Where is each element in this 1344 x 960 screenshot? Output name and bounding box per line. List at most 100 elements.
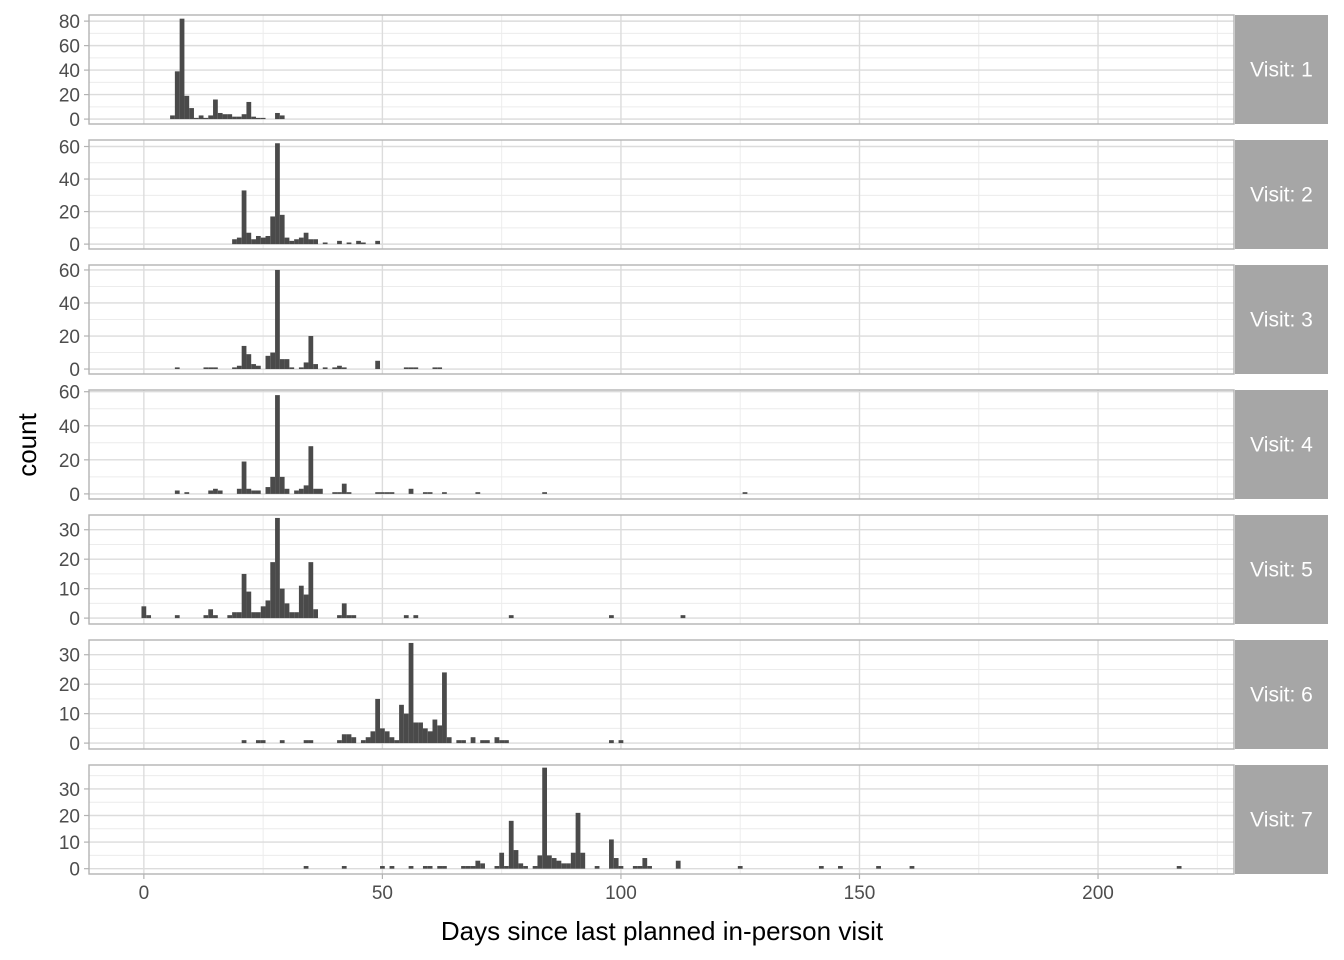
y-tick-label: 10 — [59, 580, 80, 601]
histogram-bar — [227, 114, 233, 120]
histogram-bar — [375, 360, 381, 370]
histogram-bar — [141, 606, 147, 619]
histogram-bar — [294, 239, 299, 245]
facet-strip — [1235, 640, 1328, 749]
facet-strip-label: Visit: 7 — [1250, 809, 1313, 832]
histogram-bar — [818, 866, 824, 869]
histogram-bar — [341, 367, 347, 370]
facet-strip-label: Visit: 2 — [1250, 184, 1313, 207]
facet-strip-label: Visit: 3 — [1250, 309, 1313, 332]
histogram-bar — [494, 737, 500, 744]
histogram-bar — [465, 866, 471, 869]
histogram-bar — [351, 615, 357, 619]
histogram-bar — [556, 860, 562, 869]
histogram-bar — [241, 114, 247, 120]
histogram-bar — [475, 860, 481, 869]
histogram-bar — [413, 722, 419, 744]
histogram-bar — [236, 612, 242, 619]
histogram-bar — [298, 367, 304, 370]
histogram-bar — [217, 112, 223, 120]
histogram-bar — [260, 117, 266, 120]
histogram-bar — [313, 609, 318, 619]
histogram-bar — [337, 240, 342, 245]
histogram-bar — [394, 740, 400, 744]
facet-panel: 0 20 40 60 80 Visit: 1 — [59, 12, 1328, 131]
histogram-bar — [337, 492, 342, 494]
histogram-bar — [609, 740, 614, 744]
histogram-bar — [279, 588, 285, 619]
histogram-bar — [246, 488, 252, 494]
panel-border — [88, 639, 1235, 750]
histogram-bar — [298, 237, 304, 245]
histogram-bar — [270, 476, 276, 494]
histogram-bar — [308, 336, 314, 370]
histogram-bar — [251, 490, 256, 494]
histogram-bar — [217, 490, 223, 494]
histogram-bar — [380, 492, 385, 494]
y-tick-label: 0 — [69, 235, 80, 256]
facet-strip-label: Visit: 4 — [1250, 434, 1313, 457]
histogram-bar — [537, 855, 543, 869]
histogram-bar — [313, 488, 318, 494]
histogram-bar — [322, 367, 328, 370]
y-tick-label: 20 — [59, 550, 80, 571]
y-tick-label: 40 — [59, 294, 80, 315]
histogram-bar — [275, 112, 280, 120]
histogram-bar — [380, 866, 385, 869]
histogram-bar — [308, 239, 314, 245]
histogram-bar — [308, 562, 314, 619]
histogram-bar — [232, 239, 237, 245]
histogram-bar — [737, 866, 743, 869]
histogram-bar — [422, 866, 428, 869]
histogram-bar — [332, 492, 338, 494]
histogram-bar — [618, 740, 624, 744]
histogram-bar — [838, 866, 843, 869]
histogram-bar — [255, 740, 261, 744]
histogram-bar — [213, 615, 218, 619]
histogram-bar — [341, 603, 347, 619]
histogram-bar — [351, 737, 357, 744]
histogram-bar — [384, 731, 390, 744]
histogram-bar — [246, 354, 252, 370]
histogram-bar — [346, 615, 352, 619]
histogram-bar — [241, 573, 247, 619]
histogram-bar — [236, 365, 242, 370]
histogram-bar — [542, 767, 547, 869]
histogram-bar — [375, 240, 381, 245]
histogram-bar — [346, 734, 352, 744]
histogram-bar — [461, 866, 466, 869]
histogram-bar — [275, 517, 280, 619]
histogram-bar — [260, 606, 266, 619]
histogram-bar — [609, 615, 614, 619]
histogram-bar — [609, 839, 614, 869]
histogram-bar — [251, 239, 256, 245]
histogram-bar — [303, 362, 309, 370]
histogram-bar — [208, 115, 214, 120]
y-tick-label: 20 — [59, 675, 80, 696]
panel-background — [89, 390, 1234, 499]
histogram-bar — [241, 345, 247, 370]
histogram-bar — [332, 367, 338, 370]
facet-strip-label: Visit: 6 — [1250, 684, 1313, 707]
histogram-bar — [213, 367, 218, 370]
facet-panel: 0 10 20 30 Visit: 5 — [59, 514, 1328, 630]
histogram-bar — [255, 612, 261, 619]
histogram-bar — [279, 740, 285, 744]
histogram-bar — [289, 240, 295, 245]
y-tick-label: 0 — [69, 485, 80, 506]
histogram-bar — [437, 725, 443, 744]
histogram-bar — [384, 492, 390, 494]
histogram-bar — [232, 367, 237, 370]
histogram-bar — [1176, 866, 1182, 869]
histogram-bar — [422, 492, 428, 494]
histogram-bar — [270, 562, 276, 619]
histogram-bar — [260, 740, 266, 744]
histogram-bar — [675, 860, 681, 869]
facet-panel: 0 10 20 30 Visit: 7 — [59, 764, 1328, 881]
facet-panel: 0 20 40 60 Visit: 2 — [59, 138, 1328, 256]
histogram-bar — [246, 591, 252, 619]
y-tick-label: 30 — [59, 780, 80, 801]
y-tick-label: 10 — [59, 705, 80, 726]
histogram-bar — [174, 490, 180, 494]
